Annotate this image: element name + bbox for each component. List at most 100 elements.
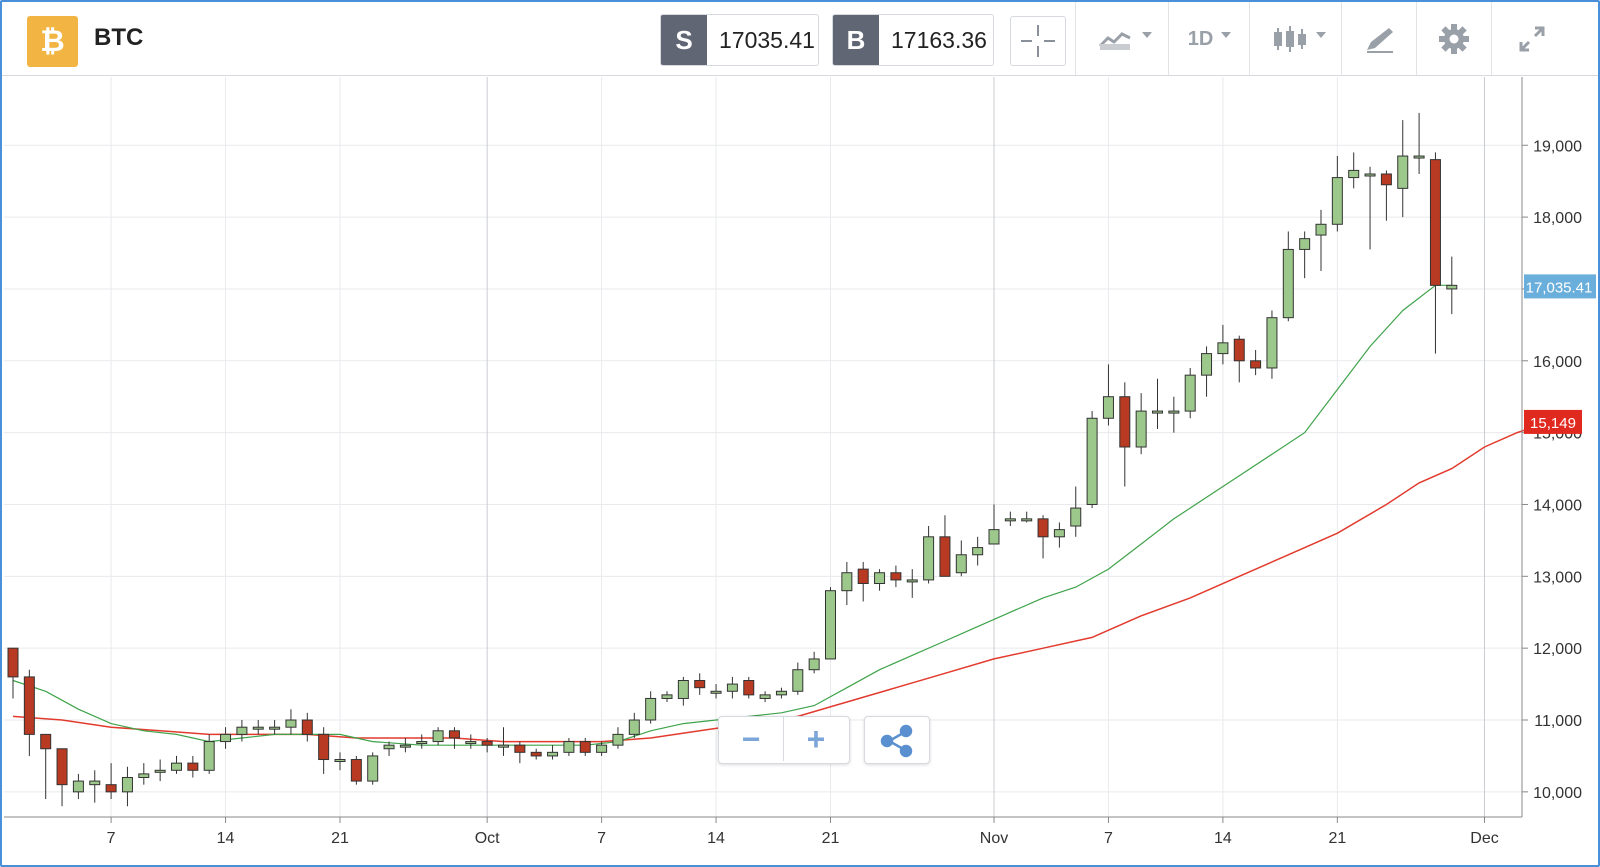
x-tick-label: Nov xyxy=(980,830,1008,847)
candle-body xyxy=(874,572,886,585)
expand-icon xyxy=(1519,26,1545,52)
candle-body xyxy=(56,748,68,786)
last-price-tag xyxy=(1524,274,1596,299)
candle xyxy=(841,561,853,606)
candle-body xyxy=(1119,396,1131,448)
buy-price: 17163.36 xyxy=(891,27,987,53)
candle-body xyxy=(40,733,52,750)
chevron-down-icon xyxy=(1316,32,1326,38)
chart-type-button[interactable] xyxy=(1090,16,1160,62)
chart-type-icon xyxy=(1098,32,1131,50)
candle-body xyxy=(187,762,199,771)
candle xyxy=(1266,310,1278,379)
candle xyxy=(121,766,133,807)
candle xyxy=(596,741,608,756)
settings-button[interactable] xyxy=(1432,16,1476,62)
sell-price-box[interactable]: S 17035.41 xyxy=(660,14,819,66)
candle-body xyxy=(972,547,984,556)
candle xyxy=(138,763,150,785)
candle xyxy=(726,676,738,699)
candle-body xyxy=(923,536,935,581)
candle xyxy=(1168,396,1180,433)
gear-icon xyxy=(1439,24,1469,54)
buy-price-box[interactable]: B 17163.36 xyxy=(832,14,994,66)
candle xyxy=(220,727,232,749)
bitcoin-logo-icon: ₿ xyxy=(27,16,78,67)
candlestick-series xyxy=(7,112,1458,807)
candle-body xyxy=(334,759,346,763)
share-button[interactable] xyxy=(864,716,930,764)
candle-body xyxy=(1086,417,1098,505)
candlestick-icon xyxy=(1274,26,1306,52)
crosshair-button[interactable] xyxy=(1010,16,1066,66)
candle-style-button[interactable] xyxy=(1264,16,1334,62)
candle xyxy=(1348,152,1360,189)
candle xyxy=(40,733,52,800)
candle xyxy=(350,755,362,785)
candle xyxy=(874,569,886,591)
candle-body xyxy=(743,679,755,696)
toolbar-divider xyxy=(1416,2,1417,75)
candle-body xyxy=(465,741,477,745)
candle-body xyxy=(1233,338,1245,362)
candle-body xyxy=(1446,284,1458,290)
y-tick-label: 19,000 xyxy=(1533,138,1582,155)
candle-body xyxy=(792,669,804,692)
candle xyxy=(187,755,199,778)
last-price-label: 17,035.41 xyxy=(1526,279,1593,296)
draw-tool-button[interactable] xyxy=(1358,16,1402,62)
candle-body xyxy=(1331,177,1343,225)
candle xyxy=(792,662,804,695)
zoom-out-button[interactable]: − xyxy=(719,717,784,761)
candle xyxy=(448,727,460,749)
candle-body xyxy=(448,730,460,739)
candle-body xyxy=(628,719,640,735)
chart-axes: 10,00011,00012,00013,00014,00015,00016,0… xyxy=(4,77,1582,847)
candle xyxy=(334,752,346,771)
candle-body xyxy=(726,683,738,692)
candle-body xyxy=(1348,169,1360,179)
candle xyxy=(236,720,248,742)
candle-body xyxy=(1184,374,1196,412)
candle xyxy=(547,745,559,760)
candle-body xyxy=(269,726,281,730)
candle-body xyxy=(694,679,706,689)
candle xyxy=(203,734,215,774)
candle xyxy=(1233,335,1245,383)
candle-body xyxy=(1282,248,1294,319)
x-tick-label: 7 xyxy=(1104,830,1113,847)
x-tick-label: Dec xyxy=(1470,830,1498,847)
candle-body xyxy=(154,769,166,773)
candle xyxy=(367,752,379,785)
candle-body xyxy=(285,719,297,728)
candle-body xyxy=(1037,518,1049,538)
candle xyxy=(1037,515,1049,559)
candle-body xyxy=(1152,410,1163,414)
candle-body xyxy=(988,529,1000,545)
candle xyxy=(1070,486,1082,537)
candle-body xyxy=(1250,360,1262,369)
candle xyxy=(416,734,428,749)
candle-body xyxy=(1201,353,1213,376)
candle xyxy=(301,712,313,742)
candle xyxy=(56,748,68,807)
timeframe-dropdown[interactable]: 1D xyxy=(1182,16,1237,62)
candle xyxy=(252,720,264,735)
candle-body xyxy=(1380,173,1392,186)
crosshair-icon xyxy=(1021,25,1055,57)
x-tick-label: 14 xyxy=(707,830,725,847)
fullscreen-button[interactable] xyxy=(1510,16,1554,62)
sell-label: S xyxy=(661,15,707,65)
y-tick-label: 18,000 xyxy=(1533,210,1582,227)
x-tick-label: 7 xyxy=(107,830,116,847)
x-tick-label: 14 xyxy=(1214,830,1232,847)
zoom-in-button[interactable]: + xyxy=(806,721,826,757)
timeframe-label: 1D xyxy=(1187,27,1214,50)
candle-body xyxy=(841,572,853,592)
candle xyxy=(1217,324,1229,365)
toolbar-divider xyxy=(1249,2,1250,75)
candle-body xyxy=(203,741,215,771)
candle-body xyxy=(1070,507,1082,527)
